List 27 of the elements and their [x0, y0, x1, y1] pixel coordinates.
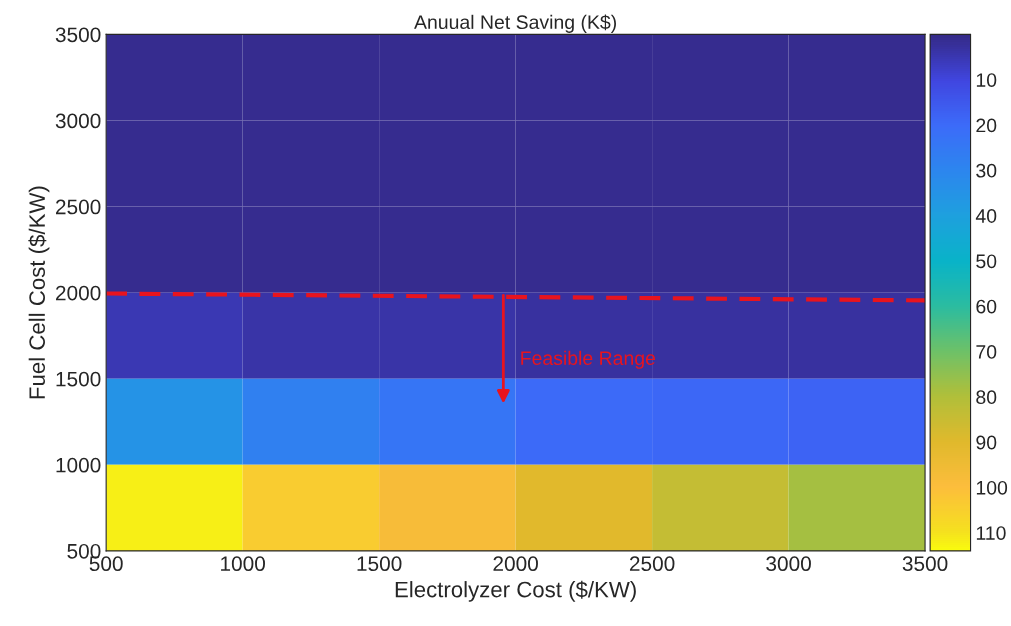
color-bar-label: 60	[976, 299, 997, 314]
y-tick-label: 3500	[55, 27, 101, 43]
color-bar-label: 90	[976, 435, 997, 450]
y-tick-label: 2000	[56, 285, 101, 301]
color-bar-label: 50	[976, 254, 997, 269]
x-tick-label: 1000	[221, 556, 265, 572]
color-bar-label: 10	[976, 73, 997, 87]
color-bar-label: 80	[976, 390, 997, 405]
x-axis-title: Electrolyzer Cost ($/KW)	[395, 580, 636, 602]
chart-title: Anuual Net Saving (K$)	[414, 14, 617, 33]
y-axis-title: Fuel Cell Cost ($/KW)	[28, 186, 50, 399]
x-tick-label: 1500	[357, 556, 402, 572]
color-bar-label: 70	[976, 345, 997, 359]
x-tick-label: 2500	[629, 556, 675, 572]
color-bar-label: 100	[976, 480, 1008, 495]
y-tick-label: 2500	[56, 199, 101, 215]
y-tick-label: 1000	[56, 457, 101, 473]
color-bar-label: 110	[976, 526, 1006, 540]
color-bar-label: 40	[975, 209, 997, 223]
x-tick-label: 3500	[902, 556, 948, 572]
y-tick-label: 3000	[55, 113, 101, 129]
annotation: Feasible Range	[521, 350, 656, 369]
color-bar-label: 30	[976, 163, 997, 178]
x-tick-label: 3000	[766, 556, 811, 572]
x-tick-label: 2000	[493, 556, 538, 572]
color-bar-label: 20	[976, 118, 997, 133]
y-tick-label: 1500	[56, 371, 101, 387]
